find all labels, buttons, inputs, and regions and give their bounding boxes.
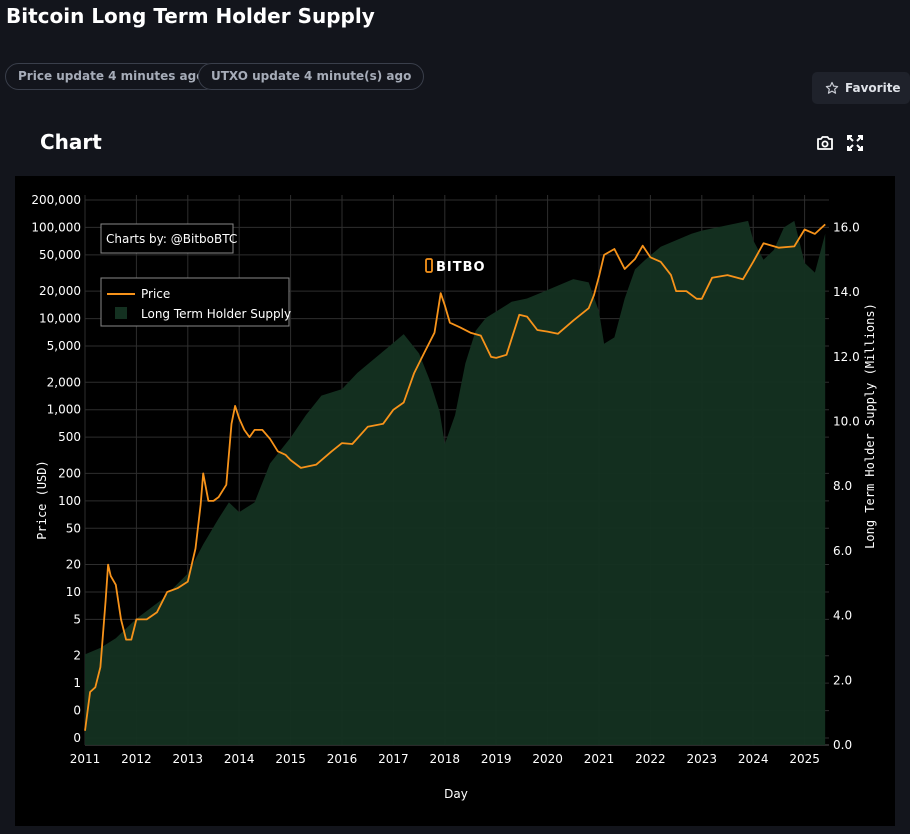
- y-right-tick-label: 10.0: [833, 414, 860, 428]
- legend-supply-swatch: [115, 307, 127, 319]
- y-right-tick-label: 12.0: [833, 350, 860, 364]
- legend: Price Long Term Holder Supply: [100, 277, 291, 327]
- x-axis-label: Day: [444, 787, 468, 801]
- x-tick-label: 2017: [378, 752, 409, 766]
- y-left-tick-label: 50: [66, 521, 81, 535]
- x-tick-label: 2023: [687, 752, 718, 766]
- page-title: Bitcoin Long Term Holder Supply: [6, 4, 375, 28]
- series-line-price: [84, 223, 826, 731]
- y-left-tick-label: 100,000: [31, 220, 81, 234]
- y-left-tick-label: 200,000: [31, 193, 81, 207]
- series-area-long-term-holder-supply: [85, 220, 826, 745]
- x-tick-label: 2025: [789, 752, 820, 766]
- y-left-tick-label: 10: [66, 585, 81, 599]
- y-left-axis-ticks: 200,000 100,000 50,000 20,000 10,000 5,000 2,0…: [31, 193, 81, 745]
- utxo-update-badge: UTXO update 4 minute(s) ago: [198, 63, 425, 90]
- star-outline-icon: [825, 81, 839, 95]
- y-left-tick-label: 200: [58, 466, 81, 480]
- y-left-tick-label: 5,000: [47, 339, 81, 353]
- x-tick-label: 2018: [430, 752, 461, 766]
- y-left-tick-label: 5: [73, 612, 81, 626]
- credit-box: Charts by: @BitboBTC: [100, 223, 237, 254]
- y-left-axis-label: Price (USD): [35, 460, 49, 539]
- y-left-tick-label: 10,000: [39, 312, 81, 326]
- y-right-tick-label: 14.0: [833, 285, 860, 299]
- x-tick-label: 2021: [584, 752, 615, 766]
- y-right-tick-label: 4.0: [833, 609, 852, 623]
- y-left-tick-label: 0: [73, 704, 81, 718]
- y-left-tick-label: 20,000: [39, 284, 81, 298]
- y-left-tick-label: 0: [73, 731, 81, 745]
- price-update-badge: Price update 4 minutes ago: [5, 63, 218, 90]
- y-right-tick-label: 16.0: [833, 220, 860, 234]
- x-tick-label: 2024: [738, 752, 769, 766]
- chart-svg: 2011 2012 2013 2014 2015 2016 2017 2018 2019 2020…: [31, 193, 877, 801]
- y-left-tick-label: 100: [58, 494, 81, 508]
- camera-icon[interactable]: [816, 134, 834, 155]
- x-tick-label: 2011: [70, 752, 101, 766]
- chart-card-title: Chart: [40, 130, 102, 154]
- x-tick-label: 2015: [275, 752, 306, 766]
- x-tick-label: 2013: [173, 752, 204, 766]
- bitbo-logo-icon: [425, 258, 433, 273]
- y-right-tick-label: 2.0: [833, 673, 852, 687]
- x-tick-label: 2019: [481, 752, 512, 766]
- y-left-tick-label: 2: [73, 649, 81, 663]
- legend-price-label: Price: [141, 287, 170, 301]
- x-tick-label: 2016: [327, 752, 358, 766]
- x-tick-label: 2022: [635, 752, 666, 766]
- y-right-tick-label: 0.0: [833, 738, 852, 752]
- x-tick-label: 2012: [121, 752, 152, 766]
- y-left-tick-label: 50,000: [39, 248, 81, 262]
- favorite-button[interactable]: Favorite: [812, 72, 910, 104]
- watermark-text: BITBO: [436, 260, 486, 275]
- x-axis-ticks: 2011 2012 2013 2014 2015 2016 2017 2018 2019 2020…: [70, 752, 820, 766]
- x-tick-label: 2020: [532, 752, 563, 766]
- y-right-axis-ticks: 0.0 2.0 4.0 6.0 8.0 10.0 12.0 14.0 16.0: [833, 220, 860, 752]
- y-right-tick-label: 8.0: [833, 479, 852, 493]
- favorite-label: Favorite: [845, 81, 901, 95]
- y-left-tick-label: 500: [58, 430, 81, 444]
- credit-text: Charts by: @BitboBTC: [106, 232, 237, 246]
- y-left-tick-label: 2,000: [47, 375, 81, 389]
- y-left-tick-label: 1: [73, 676, 81, 690]
- y-right-tick-label: 6.0: [833, 544, 852, 558]
- expand-icon[interactable]: [847, 135, 863, 155]
- x-tick-label: 2014: [224, 752, 255, 766]
- y-left-tick-label: 1,000: [47, 403, 81, 417]
- watermark: BITBO: [425, 258, 486, 275]
- chart-area: 2011 2012 2013 2014 2015 2016 2017 2018 2019 2020…: [15, 176, 895, 826]
- legend-supply-label: Long Term Holder Supply: [141, 307, 291, 321]
- y-right-axis-label: Long Term Holder Supply (Millions): [863, 303, 877, 549]
- y-left-tick-label: 20: [66, 558, 81, 572]
